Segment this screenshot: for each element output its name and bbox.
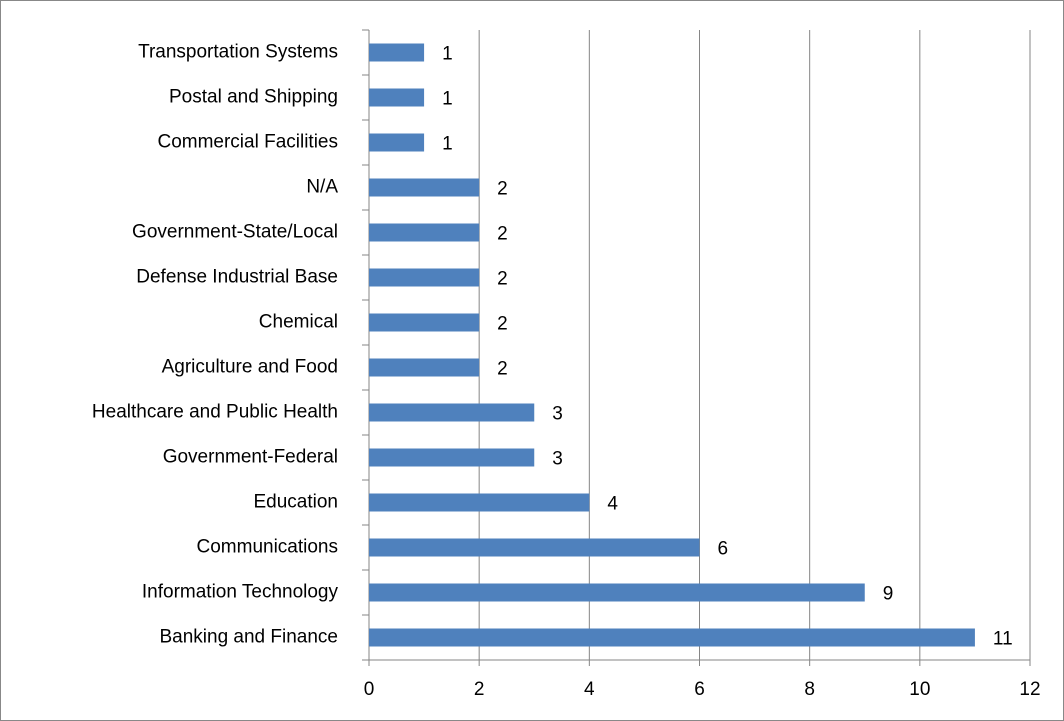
- y-tick-label: Transportation Systems: [138, 42, 338, 63]
- value-label: 3: [552, 404, 563, 425]
- value-label: 1: [442, 89, 453, 110]
- bar: [369, 628, 975, 647]
- bar: [369, 538, 700, 557]
- y-tick-label: Government-State/Local: [132, 222, 338, 243]
- bar: [369, 88, 425, 107]
- bar: [369, 43, 425, 62]
- value-label: 3: [552, 449, 563, 470]
- bar: [369, 493, 590, 512]
- bar: [369, 178, 480, 197]
- y-tick-label: Agriculture and Food: [162, 357, 338, 378]
- y-tick-label: Government-Federal: [163, 447, 338, 468]
- value-label: 9: [883, 584, 894, 605]
- value-label: 2: [497, 179, 508, 200]
- y-tick-label: Defense Industrial Base: [136, 267, 338, 288]
- y-tick-label: Healthcare and Public Health: [92, 402, 338, 423]
- y-tick-label: Banking and Finance: [159, 627, 338, 648]
- value-label: 11: [993, 629, 1013, 650]
- value-label: 2: [497, 314, 508, 335]
- value-label: 1: [442, 134, 453, 155]
- bar: [369, 313, 480, 332]
- y-tick-label: Education: [253, 492, 338, 513]
- x-tick-label: 8: [804, 679, 815, 700]
- bar: [369, 268, 480, 287]
- y-tick-label: Chemical: [259, 312, 338, 333]
- value-label: 6: [718, 539, 729, 560]
- value-label: 4: [607, 494, 618, 515]
- bar: [369, 358, 480, 377]
- x-tick-label: 10: [909, 679, 930, 700]
- y-tick-label: Postal and Shipping: [169, 87, 338, 108]
- value-label: 2: [497, 269, 508, 290]
- x-tick-label: 0: [364, 679, 375, 700]
- bar: [369, 403, 535, 422]
- y-tick-label: Information Technology: [142, 582, 339, 603]
- x-tick-label: 4: [584, 679, 595, 700]
- bar: [369, 583, 865, 602]
- y-tick-label: Commercial Facilities: [157, 132, 338, 153]
- value-label: 2: [497, 224, 508, 245]
- value-label: 2: [497, 359, 508, 380]
- y-tick-label: N/A: [306, 177, 338, 198]
- x-tick-label: 12: [1019, 679, 1040, 700]
- x-tick-label: 2: [474, 679, 485, 700]
- bar: [369, 448, 535, 467]
- bar: [369, 133, 425, 152]
- y-tick-label: Communications: [197, 537, 339, 558]
- value-label: 1: [442, 44, 453, 65]
- x-tick-label: 6: [694, 679, 705, 700]
- bar: [369, 223, 480, 242]
